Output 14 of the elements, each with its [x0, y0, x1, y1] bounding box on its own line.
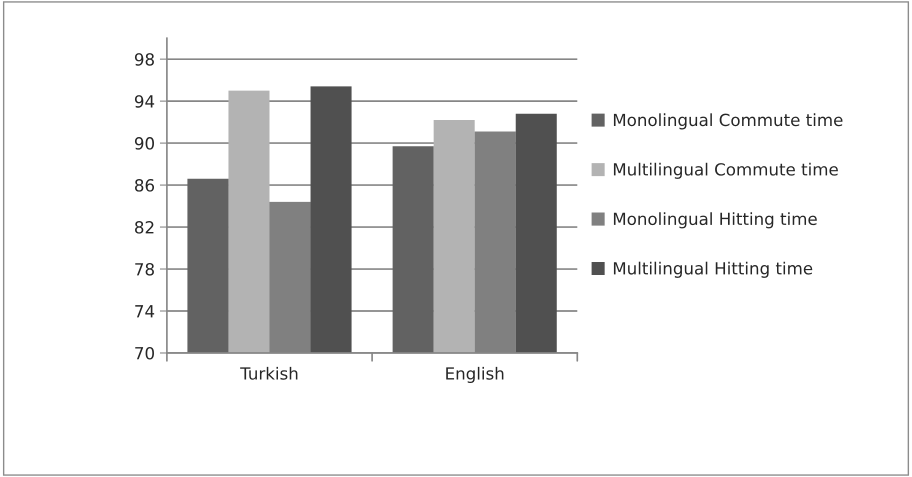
y-tick-label: 70	[135, 346, 154, 360]
y-tick-label: 90	[134, 137, 154, 150]
y-tick-label: 74	[135, 305, 154, 318]
y-tick-label: 86	[135, 179, 154, 192]
legend-label: Multilingual Commute time	[614, 162, 838, 179]
legend-label: Monolingual Hitting time	[614, 212, 817, 228]
y-tick-label: 78	[135, 262, 154, 276]
x-tick-label: Turkish	[240, 366, 298, 380]
legend-label: Multilingual Hitting time	[614, 262, 812, 278]
legend-label: Monolingual Commute time	[614, 113, 842, 130]
x-tick-label: English	[446, 366, 504, 383]
y-tick-label: 98	[134, 53, 154, 66]
y-tick-label: 94	[134, 95, 154, 108]
y-tick-label: 82	[135, 221, 154, 234]
